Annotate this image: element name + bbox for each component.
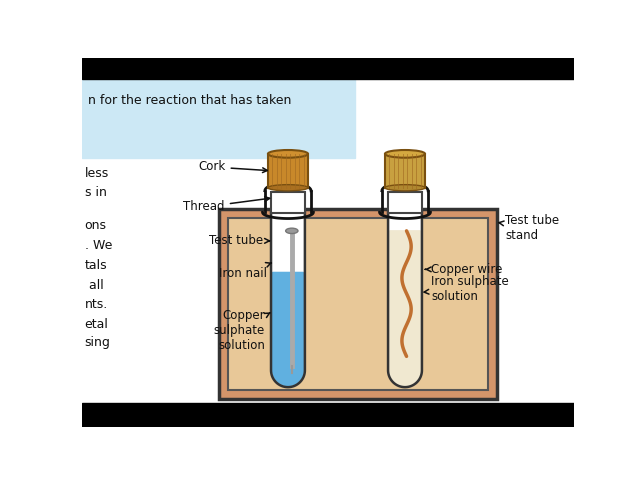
Bar: [82, 403, 575, 427]
Bar: [271, 212, 305, 370]
Bar: [219, 208, 497, 399]
Bar: [273, 273, 303, 370]
Polygon shape: [273, 273, 303, 385]
Ellipse shape: [268, 150, 308, 158]
Ellipse shape: [285, 228, 298, 234]
Polygon shape: [271, 212, 305, 387]
Text: Test tube
stand: Test tube stand: [499, 214, 559, 242]
Bar: [82, 79, 355, 158]
Text: ons: ons: [84, 219, 107, 232]
Polygon shape: [390, 231, 420, 385]
Polygon shape: [388, 212, 422, 387]
Bar: [388, 212, 422, 370]
Text: Copper wire: Copper wire: [426, 263, 502, 276]
Text: n for the reaction that has taken: n for the reaction that has taken: [88, 94, 291, 107]
Text: sing: sing: [84, 336, 111, 349]
Ellipse shape: [385, 150, 425, 158]
Text: Iron sulphate
solution: Iron sulphate solution: [424, 275, 509, 302]
Text: tals: tals: [84, 259, 108, 272]
Text: . We: . We: [84, 239, 112, 252]
Ellipse shape: [268, 185, 308, 191]
Text: Copper
sulphate
solution: Copper sulphate solution: [214, 309, 270, 352]
Bar: [271, 192, 305, 213]
Text: Thread: Thread: [183, 197, 269, 214]
Text: all: all: [84, 279, 104, 292]
Text: etal: etal: [84, 318, 109, 331]
Text: Iron nail: Iron nail: [219, 263, 271, 280]
Bar: [390, 231, 420, 370]
Ellipse shape: [385, 185, 425, 191]
Bar: [82, 58, 575, 79]
Bar: [268, 154, 308, 188]
Text: nts.: nts.: [84, 298, 108, 311]
Text: Test tube: Test tube: [209, 234, 269, 247]
Text: less: less: [84, 167, 109, 180]
Bar: [385, 154, 425, 188]
Bar: [228, 218, 488, 390]
Bar: [388, 192, 422, 213]
Text: s in: s in: [84, 186, 106, 199]
Text: Cork: Cork: [198, 160, 268, 173]
